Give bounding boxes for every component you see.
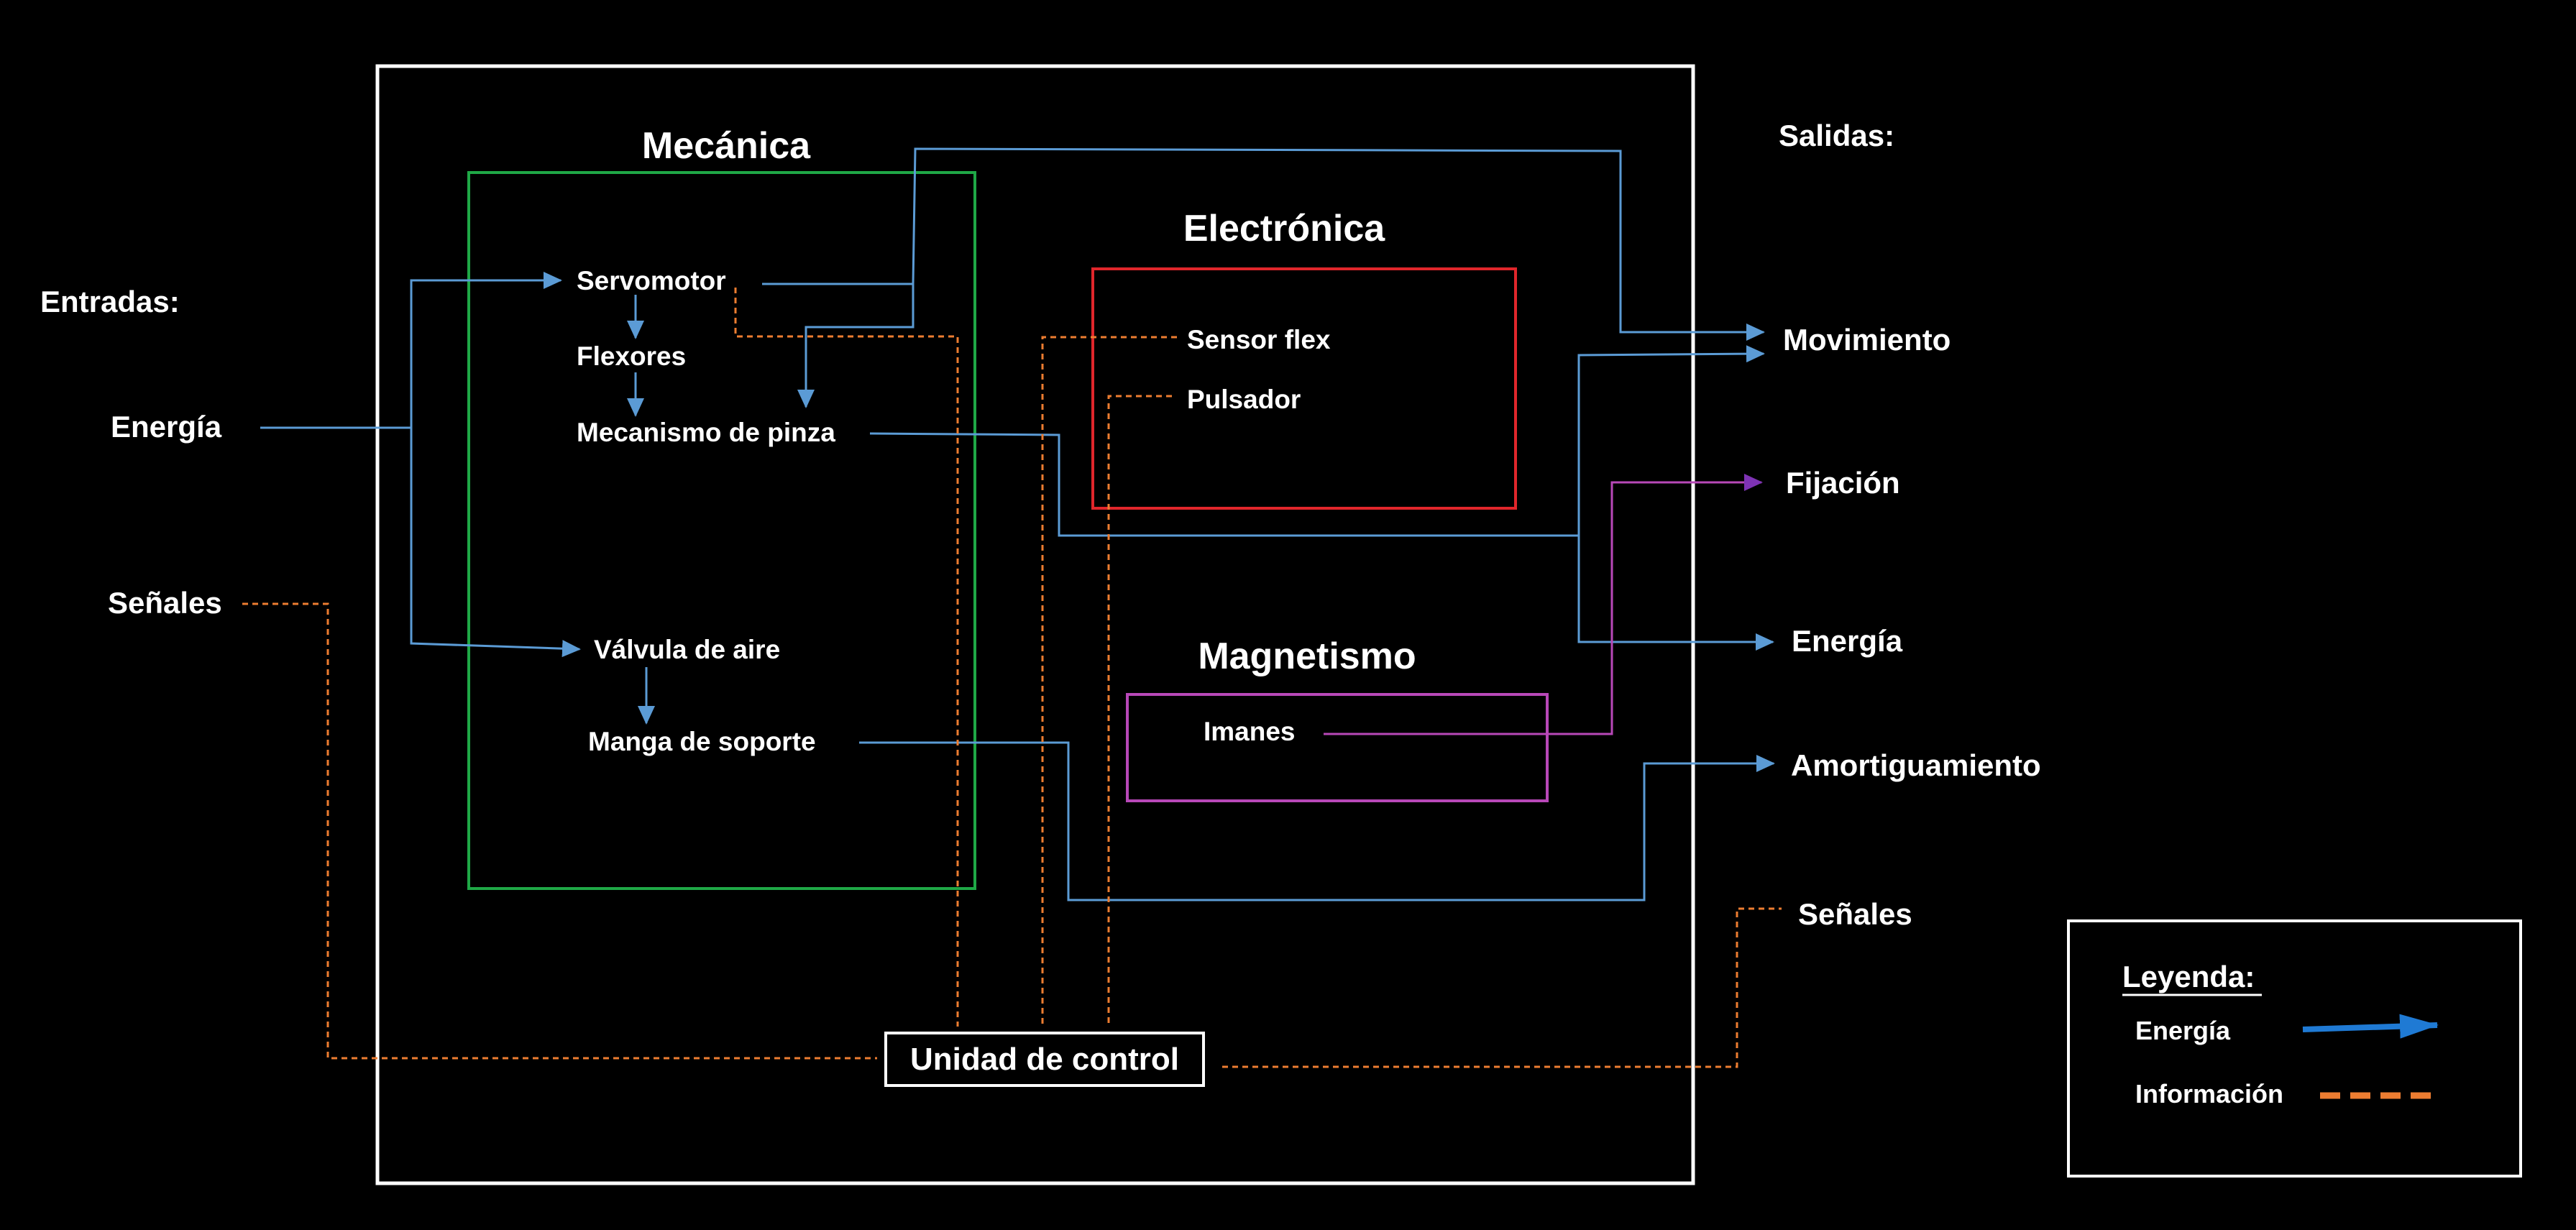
- servomotor-to-pinza: [762, 283, 915, 408]
- sensor-info-line: [1041, 336, 1177, 1027]
- control-unit-box: [884, 1032, 1205, 1087]
- legend-energia-label: Energía: [2135, 1016, 2231, 1045]
- outputs-title: Salidas:: [1779, 119, 1894, 152]
- energy-to-servomotor: [410, 272, 562, 428]
- imanes-label: Imanes: [1204, 717, 1296, 746]
- servomotor-to-movimiento: [912, 147, 1765, 341]
- pinza-to-movimiento: [1577, 345, 1765, 536]
- servomotor-info-line: [734, 288, 959, 1027]
- valvula-label: Válvula de aire: [594, 635, 780, 664]
- magnetismo-box: [1126, 693, 1549, 802]
- mecanica-title: Mecánica: [642, 125, 811, 167]
- sensor-flex-label: Sensor flex: [1187, 325, 1331, 354]
- senales-input-line: [242, 602, 877, 1060]
- energy-connections: [260, 147, 1775, 901]
- information-connections: [242, 288, 1782, 1068]
- system-boundary: [375, 64, 1695, 1185]
- input-senales-label: Señales: [108, 586, 222, 620]
- magnetismo-title: Magnetismo: [1198, 635, 1416, 677]
- output-movimiento-label: Movimiento: [1783, 323, 1951, 357]
- servomotor-label: Servomotor: [577, 266, 726, 295]
- input-energia-label: Energía: [111, 410, 222, 444]
- output-energia-label: Energía: [1792, 624, 1903, 658]
- inputs-title: Entradas:: [40, 285, 180, 318]
- control-to-senales: [1222, 907, 1782, 1068]
- imanes-to-fijacion: [1324, 474, 1763, 735]
- mecanica-box: [467, 171, 976, 890]
- pulsador-info-line: [1107, 395, 1172, 1027]
- legend: Leyenda: Energía Información: [2067, 919, 2522, 1178]
- manga-to-amortiguamiento: [859, 741, 1775, 901]
- pinza-label: Mecanismo de pinza: [577, 418, 835, 447]
- energy-to-valvula: [410, 428, 581, 658]
- control-unit-label: Unidad de control: [910, 1042, 1179, 1077]
- electronica-title: Electrónica: [1183, 208, 1385, 249]
- legend-informacion-label: Información: [2135, 1079, 2283, 1109]
- legend-title: Leyenda:: [2122, 960, 2255, 993]
- output-senales-label: Señales: [1798, 897, 1912, 931]
- flexores-label: Flexores: [577, 341, 686, 371]
- legend-box: [2067, 919, 2522, 1178]
- pinza-to-energia: [1577, 536, 1774, 651]
- pinza-to-outputs: [869, 432, 1579, 537]
- output-fijacion-label: Fijación: [1786, 466, 1900, 500]
- electronica-box: [1091, 267, 1517, 510]
- output-amortiguamiento-label: Amortiguamiento: [1791, 748, 2041, 782]
- pulsador-label: Pulsador: [1187, 385, 1301, 414]
- legend-energia-arrow: [2302, 1014, 2439, 1039]
- manga-label: Manga de soporte: [588, 727, 816, 756]
